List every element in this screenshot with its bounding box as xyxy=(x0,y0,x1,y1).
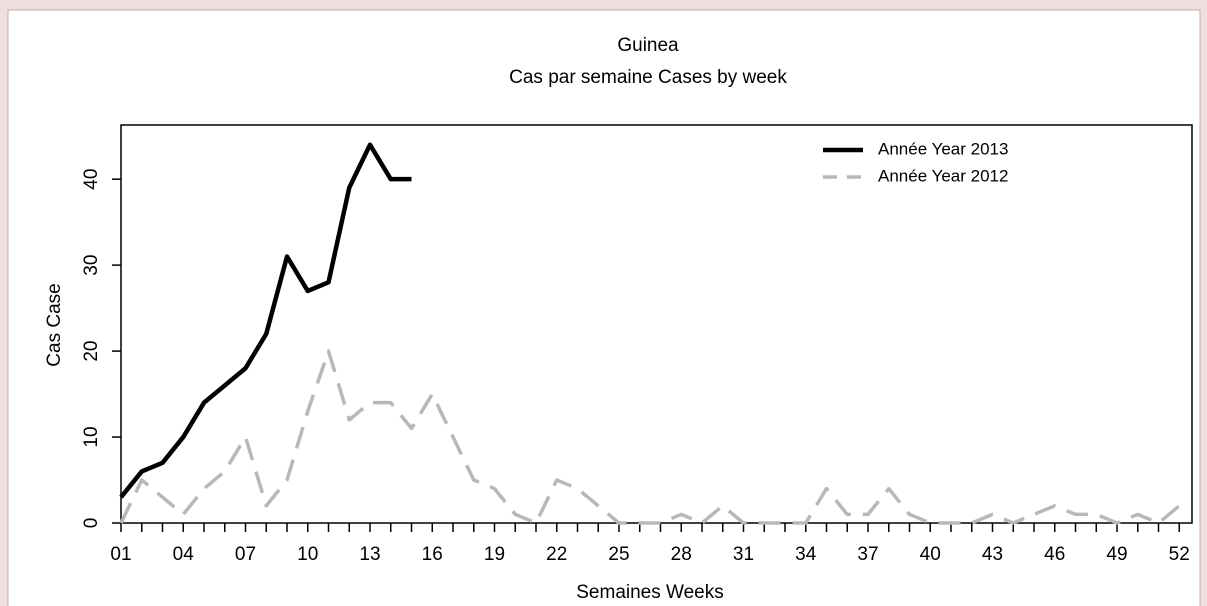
y-tick-label: 20 xyxy=(81,341,102,362)
chart-subtitle: Cas par semaine Cases by week xyxy=(509,67,787,88)
x-tick-label: 07 xyxy=(235,544,256,565)
y-tick-label: 40 xyxy=(81,169,102,190)
x-tick-label: 01 xyxy=(110,544,131,565)
x-tick-label: 31 xyxy=(733,544,754,565)
x-tick-label: 19 xyxy=(484,544,505,565)
x-tick-label: 13 xyxy=(359,544,380,565)
x-tick-label: 28 xyxy=(671,544,692,565)
y-tick-label: 30 xyxy=(81,255,102,276)
x-tick-label: 04 xyxy=(173,544,195,565)
x-tick-label: 10 xyxy=(297,544,318,565)
y-tick-label: 10 xyxy=(81,426,102,447)
series-line xyxy=(119,142,412,499)
legend-label: Année Year 2013 xyxy=(878,139,1008,158)
x-tick-label: 34 xyxy=(795,544,817,565)
x-tick-label: 40 xyxy=(920,544,941,565)
x-tick-label: 52 xyxy=(1169,544,1190,565)
x-tick-label: 22 xyxy=(546,544,567,565)
series-line xyxy=(119,349,1181,525)
y-tick-label: 0 xyxy=(81,518,102,529)
legend-label: Année Year 2012 xyxy=(878,166,1008,185)
x-tick-label: 46 xyxy=(1044,544,1065,565)
panel xyxy=(7,9,1201,606)
chart-title: Guinea xyxy=(617,35,679,56)
x-tick-label: 16 xyxy=(422,544,443,565)
x-tick-label: 43 xyxy=(982,544,1003,565)
x-tick-label: 37 xyxy=(857,544,878,565)
x-tick-label: 25 xyxy=(608,544,629,565)
y-axis-label: Cas Case xyxy=(44,283,65,366)
x-axis-label: Semaines Weeks xyxy=(576,582,724,603)
x-tick-label: 49 xyxy=(1106,544,1127,565)
